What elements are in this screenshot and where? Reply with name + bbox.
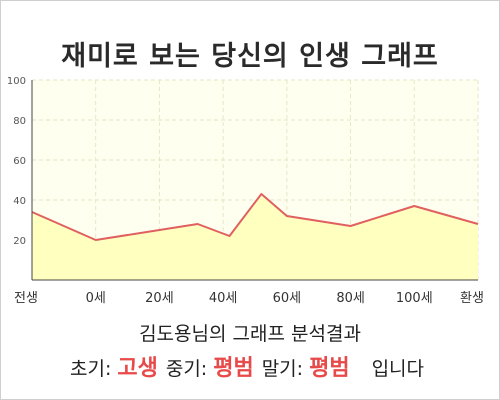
x-tick-label: 60세 [273,291,302,306]
result-suffix: 입니다 [371,358,425,380]
area-fill [32,194,478,280]
y-tick-label: 80 [13,116,26,127]
middle-label: 중기: [165,358,208,380]
series-line [31,193,479,241]
chart-title: 재미로 보는 당신의 인생 그래프 [61,41,439,72]
y-tick-label: 60 [13,156,26,167]
analysis-result-heading: 김도용님의 그래프 분석결과 [139,323,361,345]
middle-value: 평범 [213,356,254,381]
early-value: 고생 [117,356,158,381]
x-tick-label: 100세 [396,291,433,306]
x-tick-label: 40세 [209,291,238,306]
x-tick-label: 전생 [14,291,38,306]
x-tick-label: 80세 [336,291,365,306]
early-label: 초기: [69,358,112,380]
late-value: 평범 [309,356,350,381]
y-tick-label: 100 [7,76,26,87]
x-tick-label: 20세 [145,291,174,306]
x-tick-label: 0세 [86,291,106,306]
life-graph-chart: 20 40 60 80 100 전생 0세 20세 40세 60세 80세 100세 환생 [7,76,484,306]
analysis-result-line: 초기: 고생 중기: 평범 말기: 평범 입니다 [0,350,500,382]
x-tick-label: 환생 [460,291,484,306]
late-label: 말기: [261,358,304,380]
y-tick-label: 20 [13,236,26,247]
y-tick-label: 40 [13,196,26,207]
